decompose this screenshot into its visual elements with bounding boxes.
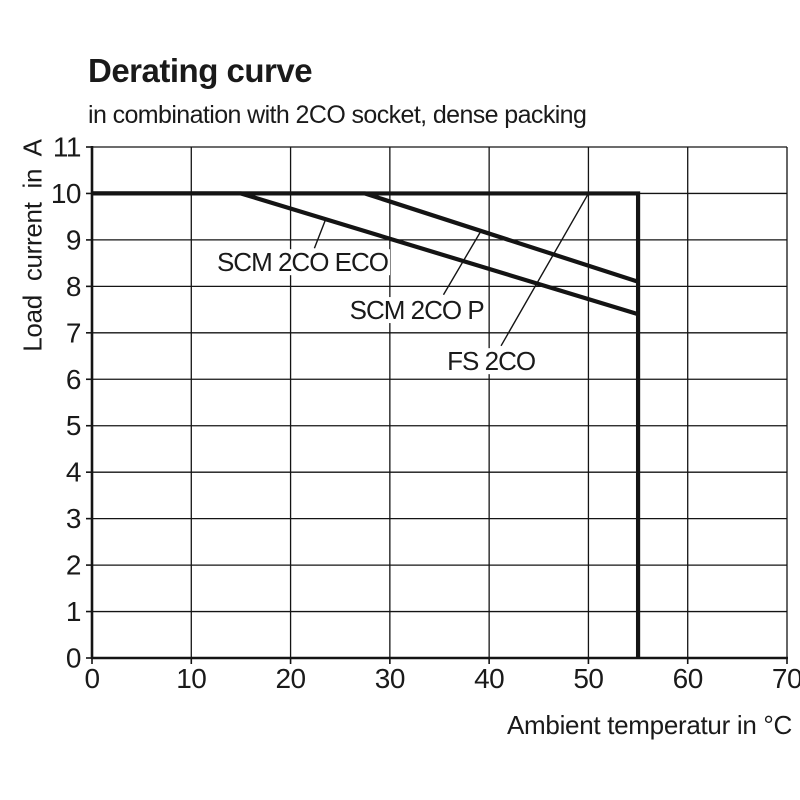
curve-label: SCM 2CO P <box>350 295 484 325</box>
chart-subtitle: in combination with 2CO socket, dense pa… <box>88 101 587 129</box>
x-tick-label: 30 <box>375 663 405 694</box>
x-tick-label: 0 <box>84 663 99 694</box>
x-tick-label: 60 <box>673 663 703 694</box>
curve-label-backdrop <box>445 348 538 375</box>
leader-line <box>500 193 590 347</box>
y-tick-label: 9 <box>66 224 81 255</box>
x-tick-label: 50 <box>573 663 603 694</box>
y-tick-label: 8 <box>66 271 81 302</box>
leader-line <box>313 217 327 249</box>
curve-scm-2co-eco <box>92 191 639 317</box>
curve-label: SCM 2CO ECO <box>217 247 388 277</box>
y-tick-label: 0 <box>66 643 81 674</box>
y-tick-label: 11 <box>53 132 81 163</box>
y-tick-label: 5 <box>66 410 81 441</box>
x-tick-label: 70 <box>772 663 800 694</box>
x-tick-label: 40 <box>474 663 504 694</box>
x-tick-label: 20 <box>275 663 305 694</box>
chart-title: Derating curve <box>88 52 313 89</box>
y-tick-label: 1 <box>66 596 81 627</box>
curve-label-backdrop <box>347 297 486 324</box>
y-tick-label: 6 <box>66 364 81 395</box>
y-axis-label: Load current in A <box>17 139 48 352</box>
y-tick-label: 10 <box>51 178 81 209</box>
y-tick-label: 7 <box>66 317 81 348</box>
x-axis-label: Ambient temperatur in °C <box>507 710 792 740</box>
curve-label-backdrop <box>214 249 391 276</box>
y-tick-label: 4 <box>66 457 81 488</box>
curve-label: FS 2CO <box>447 346 535 376</box>
y-tick-label: 3 <box>66 503 81 534</box>
x-tick-label: 10 <box>176 663 206 694</box>
leader-line <box>442 230 482 296</box>
y-tick-label: 2 <box>66 550 81 581</box>
